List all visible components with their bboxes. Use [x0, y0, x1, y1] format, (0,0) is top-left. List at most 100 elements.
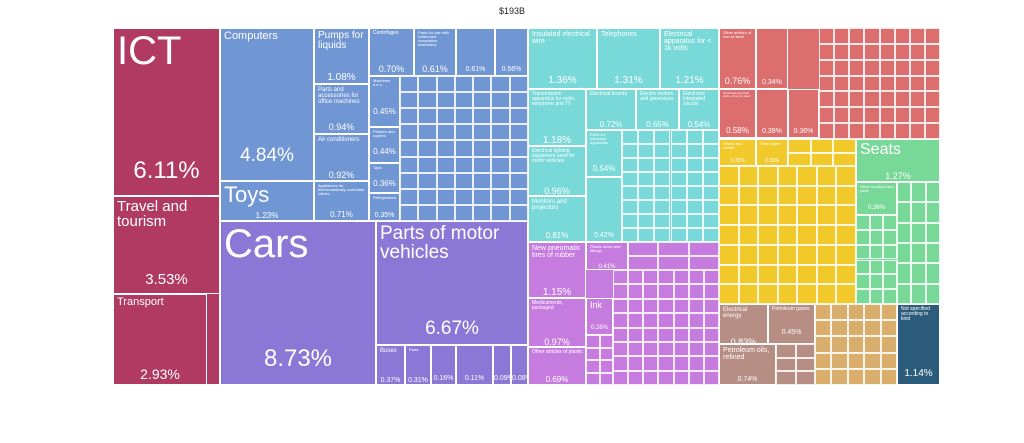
treemap-tile[interactable]: 0.42% — [586, 177, 622, 242]
treemap-tile[interactable]: Machines n.e.c. 0.45% — [369, 76, 400, 127]
minor-product-tile — [856, 244, 870, 260]
treemap-tile[interactable]: Transmission apparatus for radio, teleph… — [528, 89, 586, 146]
minor-product-tile — [491, 204, 510, 221]
minor-product-tile — [436, 172, 455, 189]
treemap-tile[interactable]: Ink 0.26% — [586, 298, 613, 335]
treemap-tile[interactable]: New pneumatic tires of rubber 1.15% — [528, 242, 586, 298]
treemap-tile[interactable]: Petroleum oils, refined 0.74% — [719, 344, 776, 385]
treemap-tile[interactable]: Printers and copiers 0.44% — [369, 127, 400, 163]
tile-percent: 1.31% — [614, 75, 643, 86]
minor-product-tile — [834, 59, 850, 76]
minor-product-tile — [628, 356, 644, 371]
treemap-tile[interactable]: Other articles of iron or steel 0.76% — [719, 28, 756, 89]
treemap-tile[interactable]: Electronic integrated circuits 0.54% — [679, 89, 719, 130]
minor-product-tile — [864, 75, 880, 92]
treemap-tile[interactable]: 0.61% — [456, 28, 495, 76]
minor-product-tile — [436, 124, 455, 141]
treemap-tile[interactable]: Petroleum gases 0.45% — [768, 304, 815, 344]
minor-product-tile — [864, 28, 880, 44]
treemap-tile[interactable]: Electrical energy 0.83% — [719, 304, 768, 344]
minor-product-tile — [911, 202, 926, 223]
treemap-tile[interactable]: 0.36% — [788, 89, 819, 138]
tile-label: Other articles of plastic — [532, 349, 583, 355]
minor-product-tile — [703, 356, 719, 371]
treemap-tile[interactable]: Not specified according to kind 1.14% — [897, 304, 940, 385]
minor-product-tile — [686, 186, 703, 200]
treemap-tile[interactable]: 0.56% — [495, 28, 528, 76]
minor-product-tile — [836, 166, 856, 186]
treemap-tile[interactable]: Cars 8.73% — [220, 221, 376, 385]
treemap-tile[interactable]: Taps 0.36% — [369, 163, 400, 193]
minor-product-tile — [879, 123, 895, 139]
tile-percent: 6.11% — [133, 157, 200, 184]
minor-product-tile — [777, 284, 798, 304]
treemap-tile[interactable]: Other articles of plastic 0.69% — [528, 347, 586, 385]
treemap-tile[interactable]: 0.11% — [456, 345, 493, 385]
treemap-tile[interactable]: Insulated electrical wire 1.36% — [528, 28, 597, 89]
treemap-tile[interactable]: Plastic tubes and fittings 0.41% — [586, 242, 628, 270]
minor-product-tile — [702, 214, 719, 228]
treemap-tile[interactable]: 0.39% — [756, 89, 788, 138]
treemap-tile[interactable]: 0.08% — [511, 345, 528, 385]
tile-percent: 0.56% — [501, 66, 522, 73]
tile-label: Electrical energy — [723, 307, 748, 320]
treemap-tile[interactable]: Electric motors and generators 0.65% — [636, 89, 679, 130]
minor-product-tile — [454, 204, 474, 221]
tile-percent: 1.08% — [327, 72, 356, 83]
minor-product-tile — [599, 372, 613, 385]
treemap-tile[interactable]: Electrical boards 0.72% — [586, 89, 636, 130]
tile-percent: 0.76% — [724, 76, 751, 86]
treemap-tile[interactable]: Parts 0.31% — [405, 345, 431, 385]
treemap-tile[interactable]: Parts for electrical apparatus 0.54% — [586, 130, 622, 177]
treemap-tile[interactable]: ICT 6.11% — [113, 28, 220, 196]
treemap-tile[interactable]: Medicaments, packaged 0.97% — [528, 298, 586, 347]
minor-product-tile — [894, 107, 910, 124]
minor-product-tile — [586, 360, 600, 373]
treemap-tile[interactable]: Transport 2.93% — [113, 294, 207, 385]
treemap-tile[interactable]: 0.16% — [431, 345, 456, 385]
treemap-tile[interactable]: Appliances for thermostatically controll… — [314, 181, 369, 221]
treemap-tile[interactable]: Parts for use with hoists and excavation… — [414, 28, 456, 76]
minor-product-tile — [834, 75, 850, 92]
treemap-tile[interactable]: Parts of motor vehicles 6.67% — [376, 221, 528, 345]
minor-product-tile — [436, 156, 455, 173]
treemap-tile[interactable]: Seats 1.27% — [856, 139, 940, 182]
treemap-tile[interactable]: Centrifuges 0.70% — [369, 28, 414, 76]
tile-label: Machines n.e.c. — [373, 78, 391, 88]
treemap-tile[interactable]: Toilet paper 0.33% — [756, 139, 788, 166]
treemap-tile[interactable]: Air conditioners 0.92% — [314, 134, 369, 181]
treemap-tile[interactable]: Other furniture and parts 0.36% — [856, 182, 897, 215]
treemap-tile[interactable]: Computers 4.84% — [220, 28, 314, 181]
treemap-tile[interactable]: Toys 1.23% — [220, 181, 314, 221]
tile-percent: 0.42% — [594, 232, 614, 239]
tile-label: Travel and tourism — [117, 198, 188, 231]
treemap-tile[interactable]: Travel and tourism 3.53% — [113, 196, 220, 294]
minor-product-tile — [418, 76, 437, 93]
treemap-tile[interactable]: Structures and their parts, of iron or s… — [719, 89, 756, 138]
minor-product-tile — [613, 270, 629, 285]
treemap-tile[interactable]: Buses 0.37% — [376, 345, 405, 385]
treemap-tile[interactable]: Pumps for liquids 1.08% — [314, 28, 369, 84]
minor-product-tile — [688, 370, 704, 385]
minor-product-tile — [880, 336, 897, 353]
minor-product-tile — [670, 172, 687, 186]
minor-product-tile — [856, 289, 870, 304]
treemap-tile[interactable]: Electrical lighting equipment used for m… — [528, 146, 586, 196]
treemap-tile[interactable]: Electrical apparatus for < 1k volts 1.21% — [660, 28, 719, 89]
tile-label: Printers and copiers — [373, 129, 395, 139]
minor-product-tile — [418, 172, 437, 189]
tile-percent: 1.14% — [904, 368, 933, 379]
tile-percent: 0.83% — [730, 337, 757, 344]
treemap-tile[interactable]: Telephones 1.31% — [597, 28, 660, 89]
treemap-tile[interactable]: Parts and accessories for office machine… — [314, 84, 369, 134]
treemap-tile[interactable]: 0.34% — [756, 28, 788, 89]
treemap-tile[interactable]: Monitors and projectors 0.81% — [528, 196, 586, 242]
treemap-tile[interactable]: 0.09% — [493, 345, 511, 385]
minor-product-tile — [869, 215, 884, 230]
minor-product-tile — [909, 107, 925, 124]
minor-product-tile — [924, 43, 940, 60]
tile-percent: 0.61% — [422, 64, 448, 74]
tile-percent: 0.65% — [646, 120, 669, 129]
treemap-tile[interactable]: Refrigerators 0.35% — [369, 193, 400, 221]
treemap-tile[interactable]: Wheat and meslin 0.33% — [719, 139, 756, 166]
